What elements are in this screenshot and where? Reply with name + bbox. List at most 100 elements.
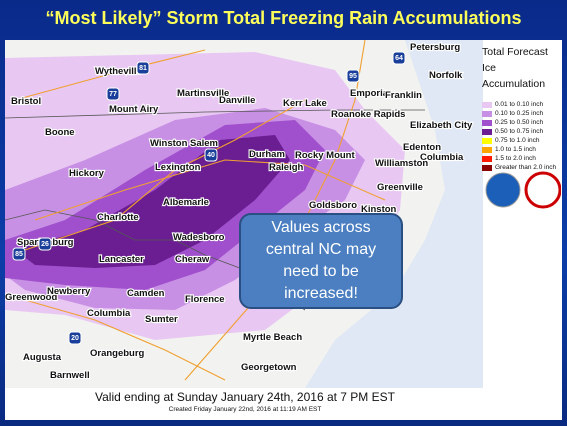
interstate-shield [106,87,120,101]
legend-item: 0.75 to 1.0 inch [482,136,562,145]
interstate-shield [136,61,150,75]
legend-label: 1.5 to 2.0 inch [495,155,536,162]
interstate-number: 26 [41,241,49,248]
city-label: Elizabeth City [410,120,473,131]
road [34,159,386,221]
map-panel: Petersburg Norfolk Wytheville Martinsville D… [5,40,562,420]
city-label: Cheraw [175,254,210,265]
city-label: Emporia [350,88,389,99]
interstate-shield [38,237,52,251]
city-label: Williamston [375,158,428,169]
road [184,40,366,381]
legend-swatch [482,110,492,117]
legend-title: Total Forecast [482,46,548,58]
city-label: Augusta [23,352,62,363]
legend-swatch [482,155,492,162]
city-label: Norfolk [429,70,463,81]
legend-label: 1.0 to 1.5 inch [495,146,536,153]
legend-label: 0.10 to 0.25 inch [495,110,544,117]
city-label: Rocky Mount [295,150,355,161]
legend-item: 0.10 to 0.25 inch [482,109,562,118]
legend-swatch [482,164,492,171]
city-label: Franklin [385,90,422,101]
interstate-shield [346,69,360,83]
legend-gap [482,92,562,100]
legend-label: 0.75 to 1.0 inch [495,137,540,144]
valid-time: Valid ending at Sunday January 24th, 201… [95,390,395,404]
city-label: Sumter [145,314,178,325]
road [24,299,226,381]
city-label: Wadesboro [173,232,225,243]
interstate-shield [68,331,82,345]
interstate-shield [12,247,26,261]
legend: Total Forecast Ice Accumulation 0.01 to 0.1… [482,44,562,172]
agency-logos [485,171,561,209]
legend-swatch [482,146,492,153]
legend-title: Ice [482,62,497,74]
interstate-number: 81 [139,65,147,72]
city-label: Charlotte [97,212,139,223]
state-border [5,109,425,119]
city-label: Columbia [420,152,464,163]
legend-item: 0.25 to 0.50 inch [482,118,562,127]
city-label: Albemarle [163,197,209,208]
city-label: Lancaster [99,254,144,265]
city-label: Kinston [361,204,397,215]
city-label: Barnwell [50,370,90,381]
legend-swatch [482,119,492,126]
city-label: Georgetown [241,362,297,373]
road [14,49,206,101]
city-label: Edenton [403,142,441,153]
ocean [305,40,483,388]
legend-item: 1.5 to 2.0 inch [482,154,562,163]
ice-zone-4 [15,135,290,268]
legend-item: 0.50 to 0.75 inch [482,127,562,136]
title: “Most Likely” Storm Total Freezing Rain … [45,8,522,28]
city-label: Myrtle Beach [243,332,302,343]
roads [14,40,386,381]
interstate-number: 95 [349,73,357,80]
road [24,99,306,251]
city-label: Wytheville [95,66,142,77]
legend-item: Greater than 2.0 inch [482,163,562,172]
nws-logo [524,171,561,209]
city-label: Danville [219,95,255,106]
city-label: Columbia [87,308,131,319]
legend-item: 1.0 to 1.5 inch [482,145,562,154]
city-label: Hickory [69,168,105,179]
legend-title: Accumulation [482,78,546,90]
state-border [5,209,306,311]
created-time: Created Friday January 22nd, 2016 at 11:… [168,406,322,413]
borders [5,109,425,311]
city-label: Lexington [155,162,201,173]
legend-label: 0.50 to 0.75 inch [495,128,544,135]
city-label: Florence [185,294,225,305]
city-label: Greenwood [5,292,57,303]
city-label: Camden [127,288,165,299]
city-label: Greenville [377,182,423,193]
interstate-number: 20 [71,335,79,342]
legend-swatch [482,137,492,144]
city-label: Winston Salem [150,138,218,149]
city-label: Goldsboro [309,200,357,211]
city-label: Petersburg [410,42,460,53]
legend-label: 0.25 to 0.50 inch [495,119,544,126]
noaa-logo [485,172,521,208]
city-label: Orangeburg [90,348,145,359]
interstate-number: 64 [395,55,403,62]
city-label: Bristol [11,96,41,107]
city-label: Mount Airy [109,104,159,115]
interstate-number: 77 [109,91,117,98]
city-label: Durham [249,149,285,160]
interstate-number: 40 [207,152,215,159]
legend-item: 0.01 to 0.10 inch [482,100,562,109]
city-label: Martinsville [177,88,229,99]
legend-label: Greater than 2.0 inch [495,164,557,171]
city-label: Roanoke Rapids [331,109,405,120]
interstate-number: 85 [15,251,23,258]
city-label: Newberry [47,286,91,297]
city-label: Raleigh [269,162,304,173]
legend-swatch [482,101,492,108]
interstate-shield [392,51,406,65]
